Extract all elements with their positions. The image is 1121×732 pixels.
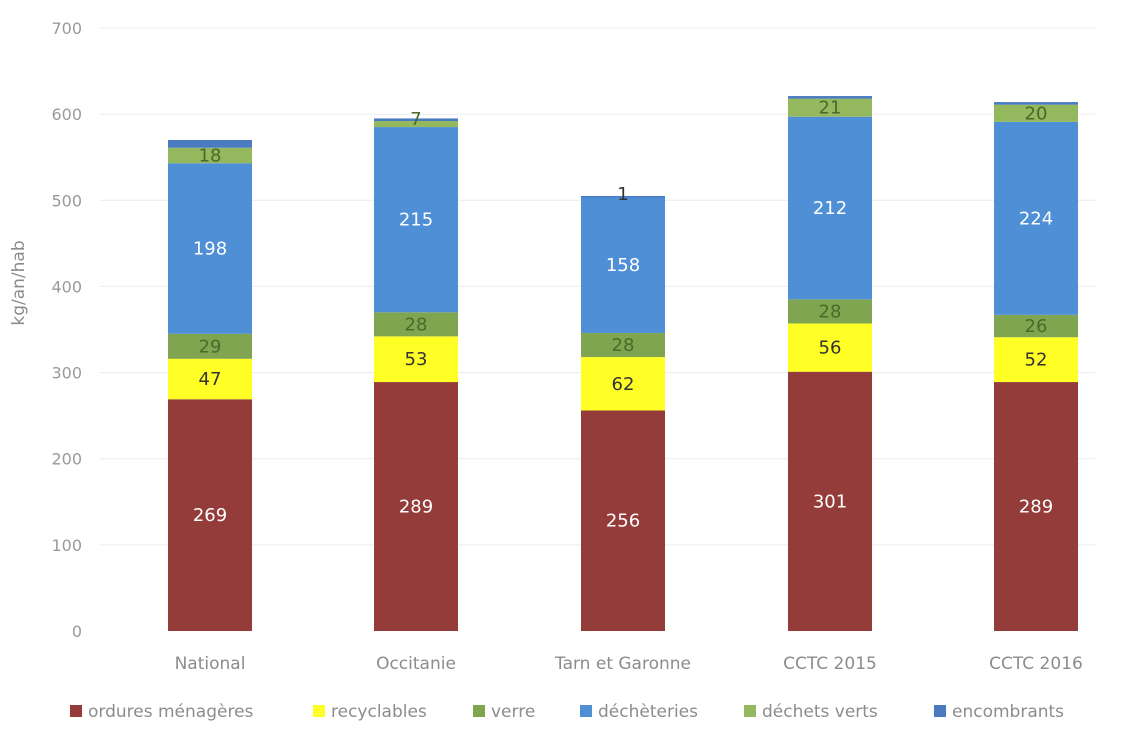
data-label: 21 (819, 98, 842, 119)
legend-item: encombrants (934, 702, 1064, 722)
data-label: 52 (1025, 350, 1048, 371)
bar-segment (374, 121, 458, 128)
bar-segment (374, 118, 458, 122)
legend-swatch (744, 705, 756, 717)
y-tick-label: 200 (51, 450, 82, 469)
bar-segment (994, 314, 1078, 338)
data-label: 29 (199, 336, 222, 357)
data-label: 1 (617, 184, 628, 205)
data-label: 289 (1019, 497, 1053, 518)
legend-item: déchets verts (744, 702, 878, 722)
x-category-label: National (175, 654, 246, 674)
legend-label: recyclables (331, 702, 427, 722)
x-axis-category-labels: National Occitanie Tarn et Garonne CCTC 201… (175, 654, 1083, 674)
data-label: 7 (410, 109, 421, 130)
legend-label: ordures ménagères (88, 702, 254, 722)
bar-segment (788, 96, 872, 99)
x-category-label: CCTC 2016 (989, 654, 1083, 674)
legend-label: déchèteries (598, 702, 698, 722)
y-axis-title: kg/an/hab (9, 240, 29, 325)
data-label: 18 (199, 145, 222, 166)
data-label: 56 (819, 338, 842, 359)
legend-item: verre (473, 702, 535, 722)
legend: ordures ménagères recyclables verre déchète… (70, 702, 1064, 722)
y-tick-label: 300 (51, 364, 82, 383)
bar-segment (374, 127, 458, 313)
legend-item: recyclables (313, 702, 427, 722)
y-tick-label: 600 (51, 105, 82, 124)
data-label: 215 (399, 210, 433, 231)
bar-segment (581, 410, 665, 631)
legend-label: encombrants (952, 702, 1064, 722)
bar-segment (168, 333, 252, 359)
data-label: 62 (612, 374, 635, 395)
y-tick-label: 500 (51, 191, 82, 210)
data-label: 28 (405, 314, 428, 335)
bar-segment (374, 336, 458, 383)
bar-segment (788, 98, 872, 117)
bar-segment (168, 139, 252, 148)
bar-segment (581, 332, 665, 358)
y-tick-label: 400 (51, 277, 82, 296)
data-label: 224 (1019, 208, 1053, 229)
bar-segment (168, 147, 252, 164)
bar-segment (994, 382, 1078, 631)
legend-item: ordures ménagères (70, 702, 254, 722)
y-tick-label: 100 (51, 536, 82, 555)
bar-segment (581, 357, 665, 411)
bar-segment (788, 323, 872, 372)
data-label: 256 (606, 511, 640, 532)
bar-segment (168, 163, 252, 334)
bar-segment (788, 116, 872, 300)
data-label: 289 (399, 497, 433, 518)
x-category-label: Tarn et Garonne (554, 654, 691, 674)
bar-segment (994, 104, 1078, 122)
bar-segment (581, 195, 665, 198)
bar-segment (581, 196, 665, 333)
bar-segment (994, 102, 1078, 105)
data-label: 269 (193, 505, 227, 526)
bar-segment (168, 358, 252, 400)
bar-segment (168, 399, 252, 631)
data-labels: 269 47 29 198 18 289 53 28 215 7 256 62 28 158 1 301 56 2… (193, 98, 1053, 532)
bar-segment (994, 337, 1078, 383)
x-category-label: CCTC 2015 (783, 654, 877, 674)
data-label: 158 (606, 255, 640, 276)
bar-segment (374, 312, 458, 337)
data-label: 28 (612, 335, 635, 356)
data-label: 301 (813, 491, 847, 512)
data-label: 198 (193, 239, 227, 260)
y-axis-ticks: 0 100 200 300 400 500 600 700 (51, 19, 82, 641)
legend-label: verre (491, 702, 535, 722)
bar-segment (374, 382, 458, 631)
legend-swatch (934, 705, 946, 717)
legend-label: déchets verts (762, 702, 878, 722)
data-label: 47 (199, 369, 222, 390)
bar-segment (788, 299, 872, 324)
data-label: 26 (1025, 316, 1048, 337)
legend-swatch (473, 705, 485, 717)
data-label: 28 (819, 301, 842, 322)
x-category-label: Occitanie (376, 654, 456, 674)
bar-segment (994, 121, 1078, 315)
legend-swatch (313, 705, 325, 717)
y-tick-label: 0 (72, 622, 82, 641)
legend-item: déchèteries (580, 702, 698, 722)
legend-swatch (580, 705, 592, 717)
bars (168, 96, 1078, 631)
data-label: 53 (405, 349, 428, 370)
y-tick-label: 700 (51, 19, 82, 38)
legend-swatch (70, 705, 82, 717)
bar-segment (788, 371, 872, 631)
data-label: 212 (813, 198, 847, 219)
data-label: 20 (1025, 103, 1048, 124)
